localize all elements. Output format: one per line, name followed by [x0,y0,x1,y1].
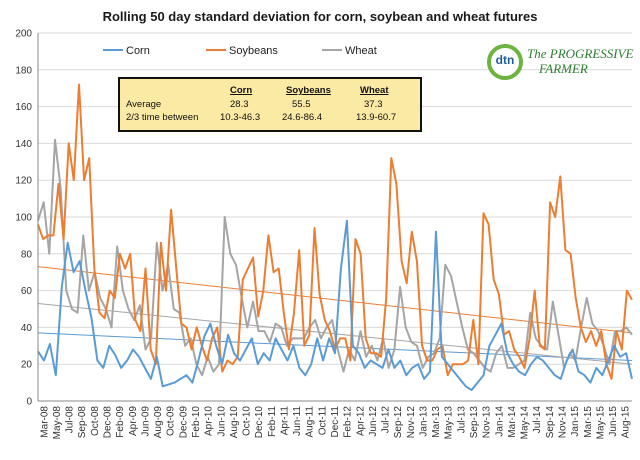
x-tick-label: Jun-10 [216,406,227,437]
legend-label: Corn [126,45,150,57]
legend-label: Soybeans [229,45,278,57]
x-tick-label: Sep-08 [77,406,88,439]
x-tick-label: Apr-09 [128,406,139,436]
x-tick-label: Jun-12 [368,406,379,437]
x-tick-label: Apr-11 [279,406,290,436]
x-tick-label: Aug-10 [229,406,240,439]
x-tick-label: Nov-13 [482,406,493,439]
x-tick-label: Jun-09 [140,406,151,437]
x-tick-label: Jul-12 [381,406,392,434]
series-line-corn [37,219,633,391]
y-tick-label: 60 [21,286,33,297]
x-tick-label: Sep-14 [545,406,556,439]
stats-row-average: Average 28.3 55.5 37.3 [120,99,420,112]
x-tick-label: May-14 [520,406,531,440]
legend-label: Wheat [345,45,377,57]
y-tick-label: 180 [15,65,32,76]
logo-circle-icon [487,44,523,80]
stats-header-corn: Corn [230,85,253,96]
x-tick-label: May-15 [595,406,606,440]
y-tick-label: 20 [21,360,33,371]
stats-header-row: Corn Soybeans Wheat [120,85,420,98]
y-tick-label: 80 [21,249,33,260]
x-tick-label: Feb-09 [115,406,126,438]
y-tick-label: 100 [15,213,32,224]
stats-table: Corn Soybeans Wheat Average 28.3 55.5 37… [118,77,422,132]
x-tick-label: Mar-15 [583,406,594,438]
stats-value-wheat: 13.9-60.7 [356,112,397,123]
x-tick-label: Jul-08 [65,406,76,434]
x-tick-label: Jan-14 [494,406,505,437]
x-tick-label: Feb-12 [343,406,354,438]
series-lines [37,83,633,391]
x-tick-label: Oct-10 [242,406,253,436]
x-tick-label: May-08 [52,406,63,440]
y-tick-label: 0 [26,397,32,408]
x-tick-label: Jan-13 [418,406,429,437]
stats-row-label: 2/3 time between [126,112,199,123]
x-tick-label: Dec-09 [178,406,189,439]
x-tick-label: Dec-08 [103,406,114,439]
x-tick-label: Apr-10 [204,406,215,436]
stats-row-range: 2/3 time between 10.3-46.3 24.6-86.4 13.… [120,112,420,125]
trendline [37,266,633,334]
x-tick-label: Jun-11 [292,406,303,436]
dtn-progressive-farmer-logo: dtn The PROGRESSIVE FARMER [487,42,637,86]
y-tick-label: 140 [15,139,32,150]
x-tick-label: Oct-09 [166,406,177,436]
logo-mark: dtn [495,53,515,67]
y-tick-label: 120 [15,176,32,187]
x-tick-label: Jul-13 [456,406,467,434]
x-tick-label: Feb-11 [267,406,278,437]
logo-text-line2: FARMER [539,61,588,76]
x-tick-label: May-13 [444,406,455,440]
x-tick-labels: Mar-08 May-08 Jul-08 Sep-08 Oct-08 Dec-08 Feb-… [39,406,631,440]
x-tick-label: Aug-15 [621,406,632,439]
x-tick-label: Aug-09 [153,406,164,439]
x-tick-label: Mar-08 [39,406,50,438]
x-tick-label: Apr-12 [355,406,366,436]
x-tick-label: Dec-10 [254,406,265,439]
y-tick-label: 160 [15,102,32,113]
chart-title: Rolling 50 day standard deviation for co… [102,9,538,24]
x-tick-label: Mar-13 [431,406,442,438]
x-tick-label: Mar-14 [507,406,518,438]
x-tick-label: Sep-13 [469,406,480,439]
series-line-wheat [37,138,633,377]
x-tick-label: Sep-12 [393,406,404,439]
y-tick-label: 40 [21,323,33,334]
stats-header-soybeans: Soybeans [286,85,331,96]
stats-value-soybeans: 24.6-86.4 [282,112,323,123]
stats-value-wheat: 37.3 [364,99,383,110]
stats-value-soybeans: 55.5 [292,99,311,110]
y-tick-label: 200 [15,29,32,40]
stats-value-corn: 10.3-46.3 [220,112,261,123]
x-tick-label: Dec-11 [330,406,341,438]
x-tick-label: Feb-10 [191,406,202,438]
axes [37,33,632,402]
x-tick-label: Oct-11 [317,406,328,436]
legend: Corn Soybeans Wheat [103,45,377,57]
stats-row-label: Average [126,99,162,110]
stats-header-wheat: Wheat [360,85,389,96]
x-tick-label: Nov-14 [557,406,568,439]
x-tick-label: Nov-12 [406,406,417,439]
y-tick-labels: 0 20 40 60 80 100 120 140 160 180 200 [15,29,32,408]
stats-value-corn: 28.3 [230,99,249,110]
x-tick-label: Jun-15 [608,406,619,437]
x-tick-label: Jul-14 [532,406,543,434]
logo-text-line1: The PROGRESSIVE [527,46,634,61]
x-tick-label: Aug-11 [305,406,316,438]
x-tick-label: Oct-08 [90,406,101,436]
x-tick-label: Jan-15 [570,406,581,437]
